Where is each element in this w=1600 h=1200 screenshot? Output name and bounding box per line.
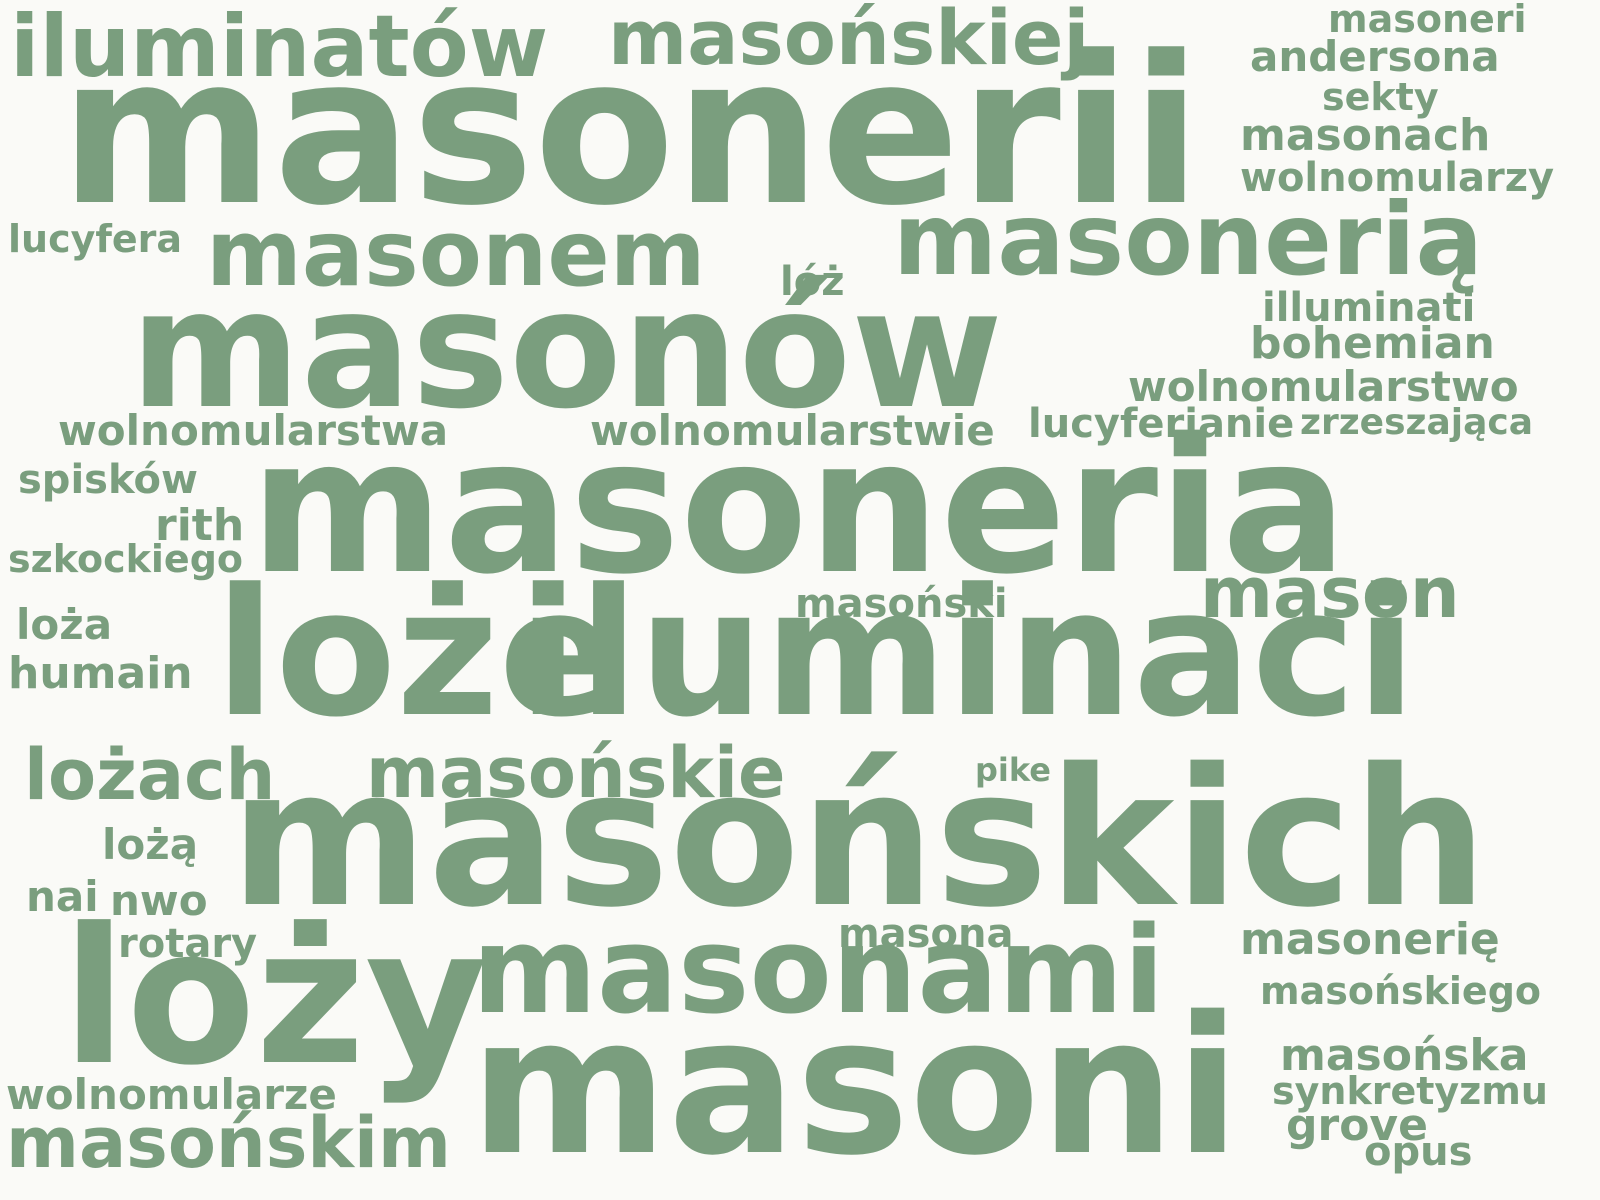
word-lucyferianie: lucyferianie — [1028, 401, 1295, 447]
word-lucyfera: lucyfera — [8, 217, 183, 261]
word-masona: masona — [838, 911, 1014, 957]
word-illuminati: illuminati — [1262, 285, 1476, 331]
word-masonskiego: masońskiego — [1260, 969, 1542, 1013]
word-loz: lóż — [780, 259, 845, 305]
word-wolnomularstwie: wolnomularstwie — [590, 406, 995, 455]
word-rotary: rotary — [118, 921, 258, 967]
word-lozy: loży — [62, 888, 488, 1107]
word-sekty: sekty — [1322, 75, 1439, 119]
word-iluminatow: iluminatów — [10, 0, 549, 97]
word-loza: loża — [16, 600, 113, 649]
word-grove: grove — [1286, 1100, 1428, 1151]
word-wolnomularstwo: wolnomularstwo — [1128, 362, 1519, 411]
word-masonow: masonów — [130, 254, 1003, 445]
word-loze: loże — [215, 551, 619, 756]
word-wolnomularze: wolnomularze — [6, 1070, 337, 1119]
word-andersona: andersona — [1250, 32, 1500, 81]
word-masonska: masońska — [1280, 1030, 1529, 1081]
word-wolnomularstwa: wolnomularstwa — [58, 406, 449, 455]
word-wolnomularzy: wolnomularzy — [1240, 155, 1555, 201]
word-opus: opus — [1364, 1129, 1473, 1175]
word-zrzeszajaca: zrzeszająca — [1300, 402, 1534, 443]
word-masonem: masonem — [206, 200, 706, 307]
word-pike: pike — [975, 751, 1051, 789]
word-masonerii: masonerii — [60, 13, 1202, 251]
word-masonskiej: masońskiej — [608, 0, 1090, 82]
word-lozach: lożach — [24, 734, 276, 816]
word-mason: mason — [1200, 552, 1460, 634]
word-bohemian: bohemian — [1250, 318, 1495, 369]
word-masonskie: masońskie — [366, 732, 786, 814]
word-masonerie: masonerię — [1240, 914, 1500, 965]
word-masonami: masonami — [472, 902, 1165, 1041]
word-iluminaci: iluminaci — [518, 551, 1417, 756]
word-nwo: nwo — [110, 876, 208, 925]
word-masonach: masonach — [1240, 110, 1491, 161]
word-masoneri: masoneri — [1328, 0, 1527, 41]
word-masonski: masoński — [795, 581, 1008, 627]
word-nai: nai — [26, 872, 99, 921]
word-loza-acc: lożą — [102, 820, 199, 869]
word-masonskim: masońskim — [6, 1102, 451, 1184]
word-synkretyzmu: synkretyzmu — [1272, 1069, 1548, 1113]
word-masoneria: masoneria — [250, 398, 1348, 615]
word-szkockiego: szkockiego — [8, 537, 243, 581]
word-masonskich: masońskich — [230, 728, 1488, 949]
word-spiskow: spisków — [18, 457, 198, 503]
word-masoneria-acc: masonerią — [893, 181, 1483, 298]
word-humain: humain — [8, 648, 193, 699]
word-masoni: masoni — [470, 976, 1241, 1197]
word-rith: rith — [155, 500, 245, 551]
